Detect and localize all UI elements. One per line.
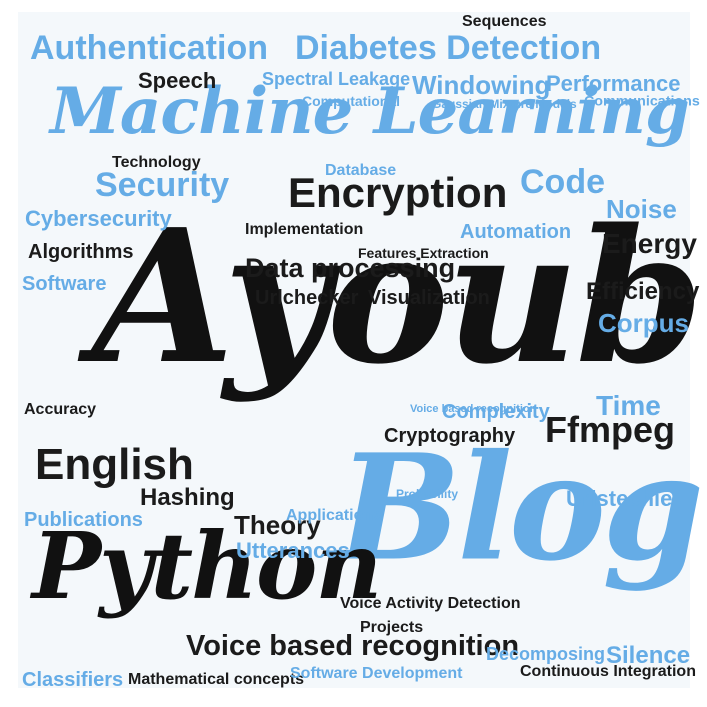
word-authentication: Authentication (30, 29, 268, 67)
word-diabetes-detection: Diabetes Detection (295, 29, 602, 67)
word-english: English (35, 440, 194, 489)
word-visualization: Visualization (368, 287, 490, 309)
word-implementation: Implementation (245, 221, 364, 238)
word-utterances: Utterances (236, 538, 350, 563)
word-performance: Performance (546, 71, 681, 96)
word-windowing: Windowing (412, 70, 551, 100)
word-features-extraction: Features Extraction (358, 245, 489, 261)
word-automation: Automation (460, 221, 572, 243)
word-publications: Publications (24, 509, 143, 531)
word-database: Database (325, 162, 397, 179)
word-speech: Speech (138, 68, 217, 93)
word-voice-based-recognition-small: Voice based recognition (410, 403, 537, 415)
word-ayoub: Ayoub (92, 188, 704, 405)
word-sequences: Sequences (462, 13, 547, 30)
word-mathematical-concepts: Mathematical concepts (128, 671, 305, 688)
word-machine-learning: Machine Learning (50, 74, 690, 149)
word-cybersecurity: Cybersecurity (25, 206, 172, 231)
word-python: Python (32, 512, 382, 620)
word-algorithms: Algorithms (28, 241, 134, 263)
word-software: Software (22, 273, 107, 295)
word-urlstechie: Urlstechie (566, 486, 673, 511)
word-urlchecker: Urlchecker (255, 287, 359, 309)
word-voice-based-recognition: Voice based recognition (186, 630, 520, 662)
word-complexity: Complexity (442, 401, 550, 423)
word-classifiers: Classifiers (22, 669, 124, 691)
word-computational: Computational (302, 93, 400, 109)
word-software-development: Software Development (290, 665, 463, 682)
word-ffmpeg: Ffmpeg (545, 409, 675, 450)
word-code: Code (520, 163, 605, 201)
word-efficiency: Efficiency (586, 278, 700, 305)
word-time: Time (596, 390, 661, 421)
word-continuous-integration: Continuous Integration (520, 663, 696, 680)
word-cloud-background (18, 12, 690, 688)
word-noise: Noise (606, 194, 677, 224)
word-energy: Energy (602, 228, 697, 259)
word-voice-activity-detection: Voice Activity Detection (340, 595, 521, 612)
word-accuracy: Accuracy (24, 401, 97, 418)
word-communications: Communications (584, 94, 700, 110)
word-hashing: Hashing (140, 484, 235, 511)
word-probability: Probability (396, 487, 459, 501)
word-applications: Applications (286, 507, 383, 524)
word-technology: Technology (112, 154, 201, 171)
word-cryptography: Cryptography (384, 425, 516, 447)
word-theory: Theory (234, 510, 321, 540)
word-projects: Projects (360, 619, 424, 636)
word-gaussian-mixture-models: Gaussian Mixture Models (432, 97, 577, 111)
word-silence: Silence (606, 642, 691, 669)
word-data-processing: Data processing (245, 253, 456, 283)
word-decomposing: Decomposing (486, 644, 606, 664)
word-blog: Blog (338, 423, 704, 594)
word-security: Security (95, 166, 230, 204)
word-encryption: Encryption (288, 169, 508, 216)
word-corpus: Corpus (598, 308, 689, 338)
word-spectral-leakage: Spectral Leakage (262, 69, 411, 89)
